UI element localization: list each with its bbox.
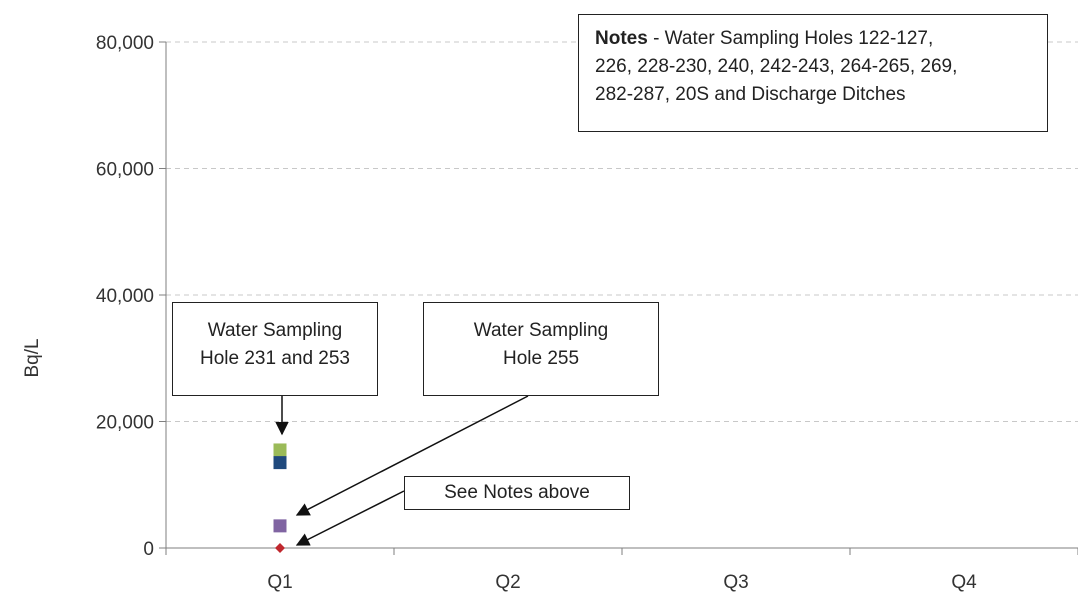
- x-tick-label: Q2: [495, 572, 520, 593]
- callout-arrows: [275, 395, 529, 546]
- callout-hole-255-line-2: Hole 255: [502, 348, 580, 369]
- notes-callout: Notes - Water Sampling Holes 122-127, 22…: [578, 14, 1048, 132]
- y-tick-label: 60,000: [96, 160, 154, 181]
- axes: [159, 41, 1078, 555]
- data-points: [273, 443, 287, 553]
- notes-title: Notes: [595, 28, 648, 49]
- y-tick-label: 40,000: [96, 286, 154, 307]
- x-tick-labels: Q1 Q2 Q3 Q4: [267, 572, 977, 593]
- callout-hole-231-253: Water Sampling Hole 231 and 253: [172, 302, 378, 396]
- notes-line-2: 226, 228-230, 240, 242-243, 264-265, 269…: [595, 56, 958, 77]
- data-point-square: [273, 456, 287, 470]
- notes-line-3: 282-287, 20S and Discharge Ditches: [595, 84, 906, 105]
- x-tick-label: Q1: [267, 572, 292, 593]
- arrow-see-notes: [295, 490, 405, 546]
- arrow-hole-255: [295, 395, 529, 516]
- y-tick-label: 0: [143, 539, 154, 560]
- x-tick-label: Q4: [951, 572, 977, 593]
- data-point-diamond: [275, 543, 285, 553]
- callout-hole-255: Water Sampling Hole 255: [423, 302, 659, 396]
- y-axis-label: Bq/L: [22, 338, 43, 377]
- callout-see-notes: See Notes above: [404, 476, 630, 510]
- x-tick-label: Q3: [723, 572, 748, 593]
- y-tick-labels: 0 20,000 40,000 60,000 80,000: [96, 33, 154, 560]
- notes-line-1: - Water Sampling Holes 122-127,: [653, 28, 934, 49]
- callout-hole-231-253-line-1: Water Sampling: [207, 320, 343, 341]
- y-tick-label: 20,000: [96, 413, 154, 434]
- data-point-square: [273, 443, 287, 457]
- callout-hole-231-253-line-2: Hole 231 and 253: [199, 348, 350, 369]
- data-point-square: [273, 519, 287, 533]
- y-tick-label: 80,000: [96, 33, 154, 54]
- callout-hole-255-line-1: Water Sampling: [473, 320, 609, 341]
